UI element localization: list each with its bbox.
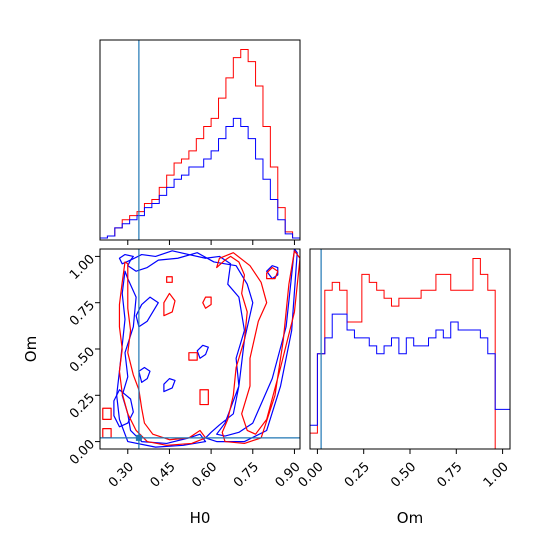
om-axis-label: Om bbox=[22, 336, 40, 362]
contour-blue bbox=[118, 253, 134, 265]
contour-red bbox=[199, 389, 209, 406]
x-tick-label: 0.25 bbox=[342, 460, 373, 491]
h0-axis-label: H0 bbox=[190, 509, 211, 527]
h0-hist-frame bbox=[99, 39, 301, 241]
contour-red bbox=[102, 428, 112, 439]
x-tick-label: 0.75 bbox=[231, 460, 262, 491]
x-tick-label: 0.00 bbox=[296, 460, 327, 491]
y-tick-label: 0.50 bbox=[67, 344, 98, 375]
contour-blue bbox=[113, 389, 134, 428]
om-hist-axis-label: Om bbox=[397, 509, 423, 527]
contour-red bbox=[202, 296, 212, 309]
contour-red bbox=[166, 276, 173, 283]
y-tick-label: 1.00 bbox=[67, 252, 98, 283]
y-tick-label: 0.25 bbox=[67, 391, 98, 422]
contour-red bbox=[266, 266, 279, 280]
contour-blue bbox=[163, 378, 176, 393]
joint-frame bbox=[99, 248, 301, 450]
x-tick-label: 1.00 bbox=[481, 460, 512, 491]
om-hist-frame bbox=[309, 248, 511, 450]
x-tick-label: 0.90 bbox=[273, 460, 304, 491]
x-tick-label: 0.60 bbox=[189, 460, 220, 491]
joint-contours bbox=[102, 249, 300, 448]
x-tick-label: 0.30 bbox=[106, 460, 137, 491]
h0-hist-series-blue bbox=[99, 117, 301, 240]
y-tick-label: 0.75 bbox=[67, 298, 98, 329]
y-tick-label: 0.00 bbox=[67, 437, 98, 468]
contour-blue bbox=[135, 296, 159, 328]
contour-blue bbox=[138, 366, 151, 383]
contour-red bbox=[216, 250, 300, 445]
contour-red bbox=[188, 352, 198, 361]
om-hist-series-blue bbox=[309, 313, 511, 449]
contour-red bbox=[163, 292, 176, 317]
contour-red bbox=[102, 407, 112, 420]
om-hist-series-red bbox=[309, 258, 510, 450]
contour-blue bbox=[196, 344, 209, 359]
h0-hist-series-red bbox=[99, 49, 301, 240]
x-tick-label: 0.50 bbox=[388, 460, 419, 491]
x-tick-label: 0.75 bbox=[434, 460, 465, 491]
truth-marker bbox=[135, 434, 142, 441]
x-tick-label: 0.45 bbox=[148, 460, 179, 491]
